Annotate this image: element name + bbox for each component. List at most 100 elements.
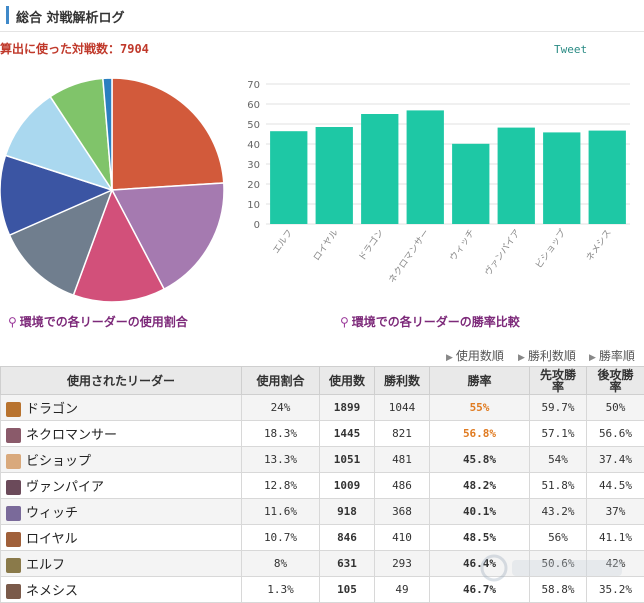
col-first-winrate: 先攻勝 率	[529, 366, 587, 395]
first-winrate-cell: 54%	[529, 446, 587, 473]
sort-by-rate-link[interactable]: ▶ 勝率順	[589, 349, 635, 363]
second-winrate-cell: 35.2%	[586, 576, 644, 603]
leader-cell: ネクロマンサー	[0, 420, 242, 447]
second-winrate-cell: 41.1%	[586, 524, 644, 551]
pie-slice[interactable]	[110, 182, 225, 291]
bar[interactable]	[588, 130, 626, 224]
share-cell: 12.8%	[241, 472, 320, 499]
first-winrate-cell: 50.6%	[529, 550, 587, 577]
pie-caption: ⚲ 環境での各リーダーの使用割合	[8, 315, 188, 329]
leader-name: ネクロマンサー	[26, 428, 118, 443]
y-tick-label: 60	[247, 100, 260, 111]
y-tick-label: 10	[247, 200, 260, 211]
col-share: 使用割合	[241, 366, 320, 395]
uses-cell: 918	[319, 498, 375, 525]
table-row: ビショップ 13.3% 1051 481 45.8% 54% 37.4%	[0, 446, 644, 473]
second-winrate-cell: 50%	[586, 394, 644, 421]
leader-avatar-icon	[6, 532, 21, 547]
bar-caption: ⚲ 環境での各リーダーの勝率比較	[340, 315, 520, 329]
winrate-bar-chart: 0 10 20 30 40 50 60 70 エルフ ロイヤル ドラゴン ネクロマンサー ウィッチ ヴァン…	[247, 80, 630, 285]
leader-name: ヴァンパイア	[26, 480, 105, 495]
table-row: ウィッチ 11.6% 918 368 40.1% 43.2% 37%	[0, 498, 644, 525]
first-winrate-cell: 51.8%	[529, 472, 587, 499]
second-winrate-cell: 37%	[586, 498, 644, 525]
x-tick-label: ウィッチ	[448, 227, 478, 263]
leader-cell: ヴァンパイア	[0, 472, 242, 499]
pie-slice[interactable]	[102, 77, 113, 191]
wins-cell: 1044	[374, 394, 430, 421]
winrate-cell: 46.7%	[429, 576, 530, 603]
winrate-cell: 45.8%	[429, 446, 530, 473]
triangle-right-icon: ▶	[446, 353, 453, 363]
pie-slice[interactable]	[0, 154, 115, 237]
leader-cell: ネメシス	[0, 576, 242, 603]
wins-cell: 49	[374, 576, 430, 603]
triangle-right-icon: ▶	[518, 353, 525, 363]
table-header-row: 使用されたリーダー 使用割合 使用数 勝利数 勝率 先攻勝 率 後攻勝 率	[0, 366, 644, 395]
wins-cell: 368	[374, 498, 430, 525]
pie-slice[interactable]	[111, 77, 225, 191]
col-uses: 使用数	[319, 366, 375, 395]
usage-pie-chart	[0, 77, 225, 303]
leader-name: ウィッチ	[26, 506, 79, 521]
leader-cell: ビショップ	[0, 446, 242, 473]
y-tick-label: 70	[247, 80, 260, 91]
pie-slice[interactable]	[4, 95, 114, 192]
x-tick-label: ロイヤル	[312, 228, 341, 263]
y-tick-label: 40	[247, 140, 260, 151]
triangle-right-icon: ▶	[589, 353, 596, 363]
sort-by-uses-link[interactable]: ▶ 使用数順	[446, 349, 504, 363]
battle-count: 算出に使った対戦数：7904	[0, 42, 149, 56]
leader-name: ドラゴン	[26, 402, 79, 417]
bar[interactable]	[406, 110, 444, 224]
col-winrate: 勝率	[429, 366, 530, 395]
leader-avatar-icon	[6, 584, 21, 599]
y-tick-label: 0	[254, 220, 260, 231]
uses-cell: 1445	[319, 420, 375, 447]
leader-avatar-icon	[6, 454, 21, 469]
table-row: ドラゴン 24% 1899 1044 55% 59.7% 50%	[0, 394, 644, 421]
wins-cell: 481	[374, 446, 430, 473]
leader-name: ネメシス	[26, 584, 79, 599]
y-tick-label: 50	[247, 120, 260, 131]
leader-cell: ロイヤル	[0, 524, 242, 551]
winrate-cell: 46.4%	[429, 550, 530, 577]
wins-cell: 486	[374, 472, 430, 499]
leader-name: エルフ	[26, 558, 66, 573]
header-accent-bar	[6, 6, 9, 24]
leader-cell: エルフ	[0, 550, 242, 577]
share-cell: 18.3%	[241, 420, 320, 447]
pie-slice[interactable]	[72, 188, 166, 303]
col-second-winrate: 後攻勝 率	[586, 366, 644, 395]
uses-cell: 1899	[319, 394, 375, 421]
share-cell: 10.7%	[241, 524, 320, 551]
page-title: 総合 対戦解析ログ	[16, 11, 125, 26]
leader-avatar-icon	[6, 506, 21, 521]
bar[interactable]	[361, 114, 399, 224]
leader-avatar-icon	[6, 480, 21, 495]
leader-avatar-icon	[6, 558, 21, 573]
uses-cell: 1051	[319, 446, 375, 473]
tweet-link[interactable]: Tweet	[554, 43, 588, 56]
bar[interactable]	[543, 132, 581, 224]
bar[interactable]	[270, 131, 308, 224]
pie-slice[interactable]	[8, 188, 114, 297]
x-tick-label: ネクロマンサー	[387, 227, 432, 285]
col-wins: 勝利数	[374, 366, 430, 395]
leader-cell: ウィッチ	[0, 498, 242, 525]
wins-cell: 821	[374, 420, 430, 447]
col-leader: 使用されたリーダー	[0, 366, 242, 395]
sort-by-wins-link[interactable]: ▶ 勝利数順	[518, 349, 576, 363]
bar[interactable]	[497, 127, 535, 224]
bar[interactable]	[315, 127, 353, 224]
x-tick-label: ヴァンパイア	[482, 227, 523, 278]
winrate-cell: 40.1%	[429, 498, 530, 525]
x-tick-label: ドラゴン	[356, 227, 386, 263]
leader-name: ロイヤル	[26, 532, 78, 547]
bar[interactable]	[452, 143, 490, 224]
table-row: ロイヤル 10.7% 846 410 48.5% 56% 41.1%	[0, 524, 644, 551]
share-cell: 24%	[241, 394, 320, 421]
share-cell: 1.3%	[241, 576, 320, 603]
first-winrate-cell: 57.1%	[529, 420, 587, 447]
first-winrate-cell: 43.2%	[529, 498, 587, 525]
